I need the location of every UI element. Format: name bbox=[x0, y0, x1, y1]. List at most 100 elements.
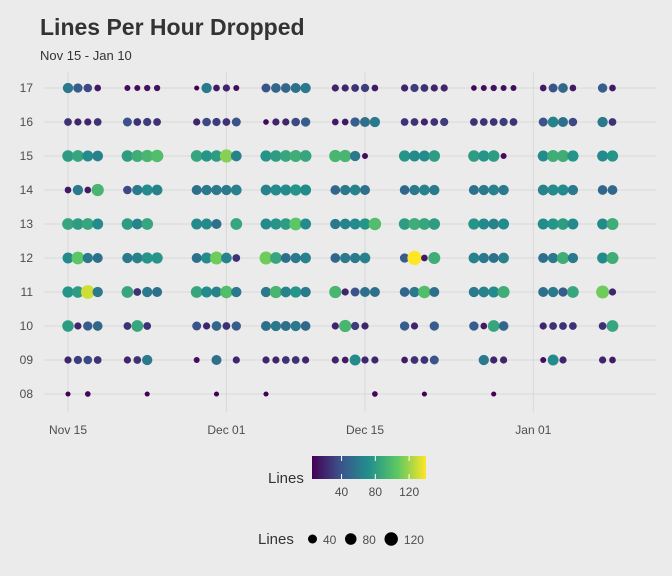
data-point bbox=[400, 84, 409, 92]
data-point bbox=[131, 252, 143, 264]
data-point bbox=[410, 118, 419, 126]
data-point bbox=[193, 118, 201, 126]
data-point bbox=[82, 150, 94, 162]
data-point bbox=[340, 252, 351, 264]
data-point bbox=[211, 354, 222, 366]
data-point bbox=[280, 320, 291, 332]
data-point bbox=[300, 218, 312, 230]
data-point bbox=[547, 218, 559, 230]
data-point bbox=[341, 84, 349, 92]
data-point bbox=[210, 251, 223, 265]
data-point bbox=[331, 118, 339, 126]
data-point bbox=[143, 117, 152, 127]
data-point bbox=[260, 184, 272, 196]
size-legend-items: 40 80 120 bbox=[308, 532, 424, 547]
data-point bbox=[568, 117, 578, 127]
data-point bbox=[72, 150, 84, 162]
data-point bbox=[359, 286, 371, 298]
data-point bbox=[421, 254, 428, 262]
y-tick-label: 15 bbox=[20, 149, 34, 163]
data-point bbox=[222, 322, 231, 330]
data-point bbox=[429, 184, 440, 196]
data-point bbox=[567, 150, 579, 162]
data-point bbox=[478, 354, 489, 366]
data-point bbox=[608, 288, 617, 296]
data-point bbox=[421, 391, 427, 397]
x-axis-ticks: Nov 15 Dec 01 Dec 15 Jan 01 bbox=[49, 423, 552, 437]
size-legend: Lines 40 80 120 bbox=[258, 531, 424, 548]
data-point bbox=[371, 356, 379, 364]
data-point bbox=[92, 286, 103, 298]
data-point bbox=[299, 150, 312, 162]
data-point bbox=[133, 288, 142, 296]
data-point bbox=[538, 286, 549, 298]
data-point bbox=[419, 184, 430, 196]
data-point bbox=[488, 218, 500, 230]
data-point bbox=[349, 252, 361, 264]
data-point bbox=[92, 218, 104, 230]
data-point bbox=[62, 252, 74, 264]
data-point bbox=[272, 118, 280, 126]
data-point bbox=[84, 391, 91, 397]
data-point bbox=[349, 218, 361, 230]
data-point bbox=[478, 184, 489, 196]
data-point bbox=[359, 218, 371, 230]
data-point bbox=[498, 252, 509, 264]
data-point bbox=[330, 253, 341, 263]
data-point bbox=[62, 218, 74, 230]
data-point bbox=[141, 149, 154, 163]
data-point bbox=[359, 252, 371, 264]
data-point bbox=[349, 150, 361, 162]
data-point bbox=[93, 356, 102, 364]
data-point bbox=[468, 184, 479, 196]
data-point bbox=[480, 85, 487, 91]
data-point bbox=[607, 185, 618, 195]
data-point bbox=[440, 117, 449, 127]
data-point bbox=[194, 85, 200, 91]
data-point bbox=[360, 83, 370, 93]
data-point bbox=[230, 150, 242, 162]
data-point bbox=[73, 355, 82, 365]
data-point bbox=[62, 82, 74, 94]
data-point bbox=[213, 391, 220, 397]
data-point bbox=[121, 286, 134, 298]
data-point bbox=[71, 251, 85, 265]
data-point bbox=[498, 184, 509, 196]
data-point bbox=[340, 184, 351, 196]
data-point bbox=[123, 356, 132, 364]
data-point bbox=[361, 356, 369, 364]
data-point bbox=[233, 85, 240, 91]
data-point bbox=[539, 322, 547, 330]
data-point bbox=[429, 321, 439, 331]
data-point bbox=[478, 218, 490, 230]
data-point bbox=[567, 252, 579, 264]
data-point bbox=[133, 356, 142, 364]
data-point bbox=[201, 218, 213, 230]
color-legend-ticks: 40 80 120 bbox=[335, 456, 419, 499]
data-point bbox=[538, 252, 549, 264]
data-point bbox=[280, 83, 291, 93]
data-point bbox=[606, 252, 619, 264]
data-point bbox=[260, 286, 272, 298]
data-point bbox=[230, 184, 242, 196]
data-point bbox=[291, 117, 301, 127]
data-point bbox=[547, 116, 559, 128]
data-point bbox=[339, 319, 352, 333]
data-point bbox=[72, 286, 84, 298]
x-tick-label: Dec 01 bbox=[207, 423, 245, 437]
data-point bbox=[487, 320, 500, 332]
y-tick-label: 10 bbox=[20, 319, 34, 333]
data-point bbox=[62, 150, 74, 162]
data-point bbox=[401, 356, 408, 364]
data-point bbox=[429, 355, 439, 365]
data-point bbox=[547, 252, 559, 264]
data-point bbox=[123, 185, 132, 195]
data-point bbox=[400, 118, 409, 126]
size-legend-label: 40 bbox=[323, 533, 337, 547]
data-point bbox=[153, 118, 161, 126]
data-point bbox=[74, 322, 82, 330]
data-point bbox=[596, 285, 610, 299]
data-point bbox=[290, 82, 301, 94]
data-point bbox=[74, 118, 82, 126]
data-point bbox=[608, 118, 617, 126]
